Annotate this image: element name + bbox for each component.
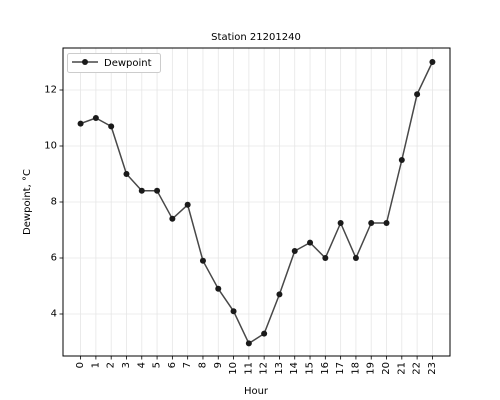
x-tick-label: 5 (152, 362, 163, 368)
data-point (169, 215, 176, 222)
x-tick-label: 2 (106, 362, 117, 368)
data-point (398, 157, 405, 163)
data-point (92, 115, 99, 121)
legend-point-marker (82, 59, 88, 65)
data-point (245, 340, 252, 347)
y-tick-label: 8 (51, 197, 57, 208)
data-point (414, 91, 421, 98)
data-point (429, 59, 436, 65)
y-tick-label: 6 (51, 253, 57, 264)
data-point (368, 220, 375, 226)
data-point (383, 220, 390, 226)
data-point (322, 255, 329, 261)
data-point (307, 239, 314, 246)
x-tick-label: 18 (350, 362, 361, 375)
x-tick-label: 23 (427, 362, 438, 375)
data-point (291, 248, 298, 254)
axes: 0 1 2 3 4 5 6 7 8 9 10 11 12 13 14 15 16 17 18 19 20 21 22 2346… (44, 85, 438, 375)
data-point (230, 308, 237, 315)
x-tick-label: 9 (213, 362, 224, 368)
data-point (154, 187, 161, 194)
x-tick-label: 19 (366, 362, 377, 375)
x-tick-label: 11 (243, 362, 254, 375)
x-tick-label: 20 (381, 362, 392, 375)
data-point (123, 171, 130, 177)
data-point (108, 123, 115, 130)
x-tick-label: 17 (335, 362, 346, 375)
x-tick-label: 15 (305, 362, 316, 375)
x-tick-label: 7 (182, 362, 193, 368)
x-tick-label: 6 (167, 362, 178, 368)
x-tick-label: 3 (121, 362, 132, 368)
x-tick-label: 14 (289, 362, 300, 375)
x-tick-label: 21 (396, 362, 407, 375)
data-point (138, 187, 145, 194)
legend-box (67, 53, 161, 73)
y-tick-label: 10 (44, 141, 57, 152)
data-point (184, 201, 191, 208)
data-point (261, 330, 268, 337)
data-point (215, 285, 222, 292)
x-tick-label: 12 (259, 362, 270, 375)
legend: Dewpoint (67, 53, 161, 73)
x-tick-label: 13 (274, 362, 285, 375)
x-tick-label: 1 (90, 362, 101, 368)
chart-title: Station 21201240 (211, 32, 301, 43)
x-tick-label: 16 (320, 362, 331, 375)
x-axis-label: Hour (244, 386, 269, 397)
y-tick-label: 4 (51, 309, 57, 320)
series-group (77, 59, 436, 347)
x-tick-label: 10 (228, 362, 239, 375)
data-point (77, 120, 84, 127)
y-axis-label: Dewpoint, °C (22, 169, 33, 235)
data-point (352, 255, 359, 261)
legend-label: Dewpoint (104, 58, 152, 69)
data-point (337, 220, 344, 226)
x-tick-label: 0 (75, 362, 86, 368)
data-point (199, 257, 206, 264)
x-tick-label: 8 (197, 362, 208, 368)
x-tick-label: 4 (136, 362, 147, 368)
data-point (276, 291, 283, 298)
grid (63, 48, 450, 356)
y-tick-label: 12 (44, 85, 57, 96)
x-tick-label: 22 (412, 362, 423, 375)
